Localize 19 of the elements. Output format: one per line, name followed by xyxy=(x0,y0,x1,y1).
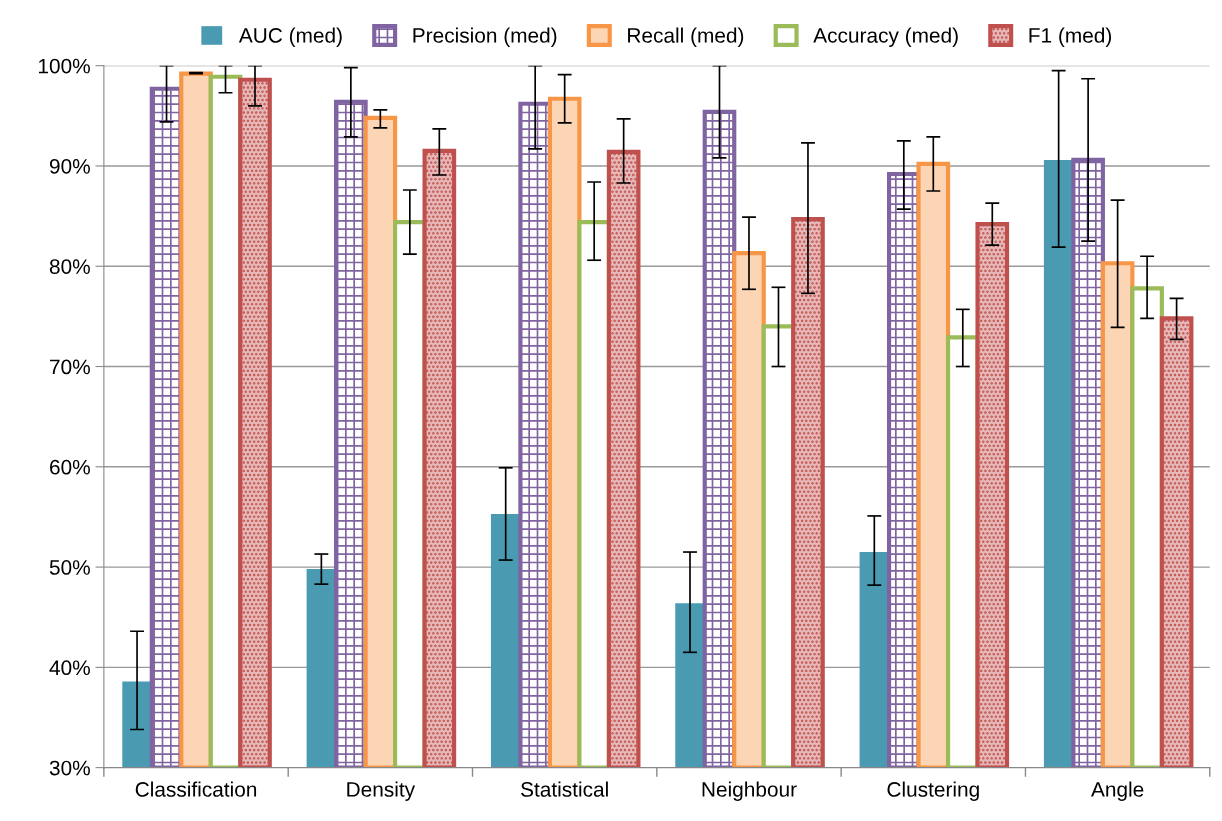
legend-label: Precision (med) xyxy=(413,27,557,47)
x-tick-label: Density xyxy=(347,781,416,801)
legend-label: Recall (med) xyxy=(628,27,744,47)
legend-label: AUC (med) xyxy=(238,27,342,47)
y-tick-label: 60% xyxy=(50,459,90,475)
x-tick-label: Angle xyxy=(1091,781,1144,801)
y-tick-label: 100% xyxy=(38,58,90,74)
y-tick-label: 80% xyxy=(49,259,90,274)
y-tick-label: 40% xyxy=(49,660,90,676)
y-tick-label: 50% xyxy=(49,560,90,575)
legend-label: Accuracy (med) xyxy=(813,27,958,47)
y-tick-label: 70% xyxy=(50,359,90,375)
y-tick-label: 30% xyxy=(49,760,90,776)
legend-label: F1 (med) xyxy=(1029,27,1112,47)
x-tick-label: Neighbour xyxy=(702,781,797,801)
x-tick-label: Statistical xyxy=(521,781,608,797)
y-tick-label: 90% xyxy=(49,158,90,174)
x-tick-label: Clustering xyxy=(887,781,979,801)
x-tick-label: Classification xyxy=(135,781,257,797)
